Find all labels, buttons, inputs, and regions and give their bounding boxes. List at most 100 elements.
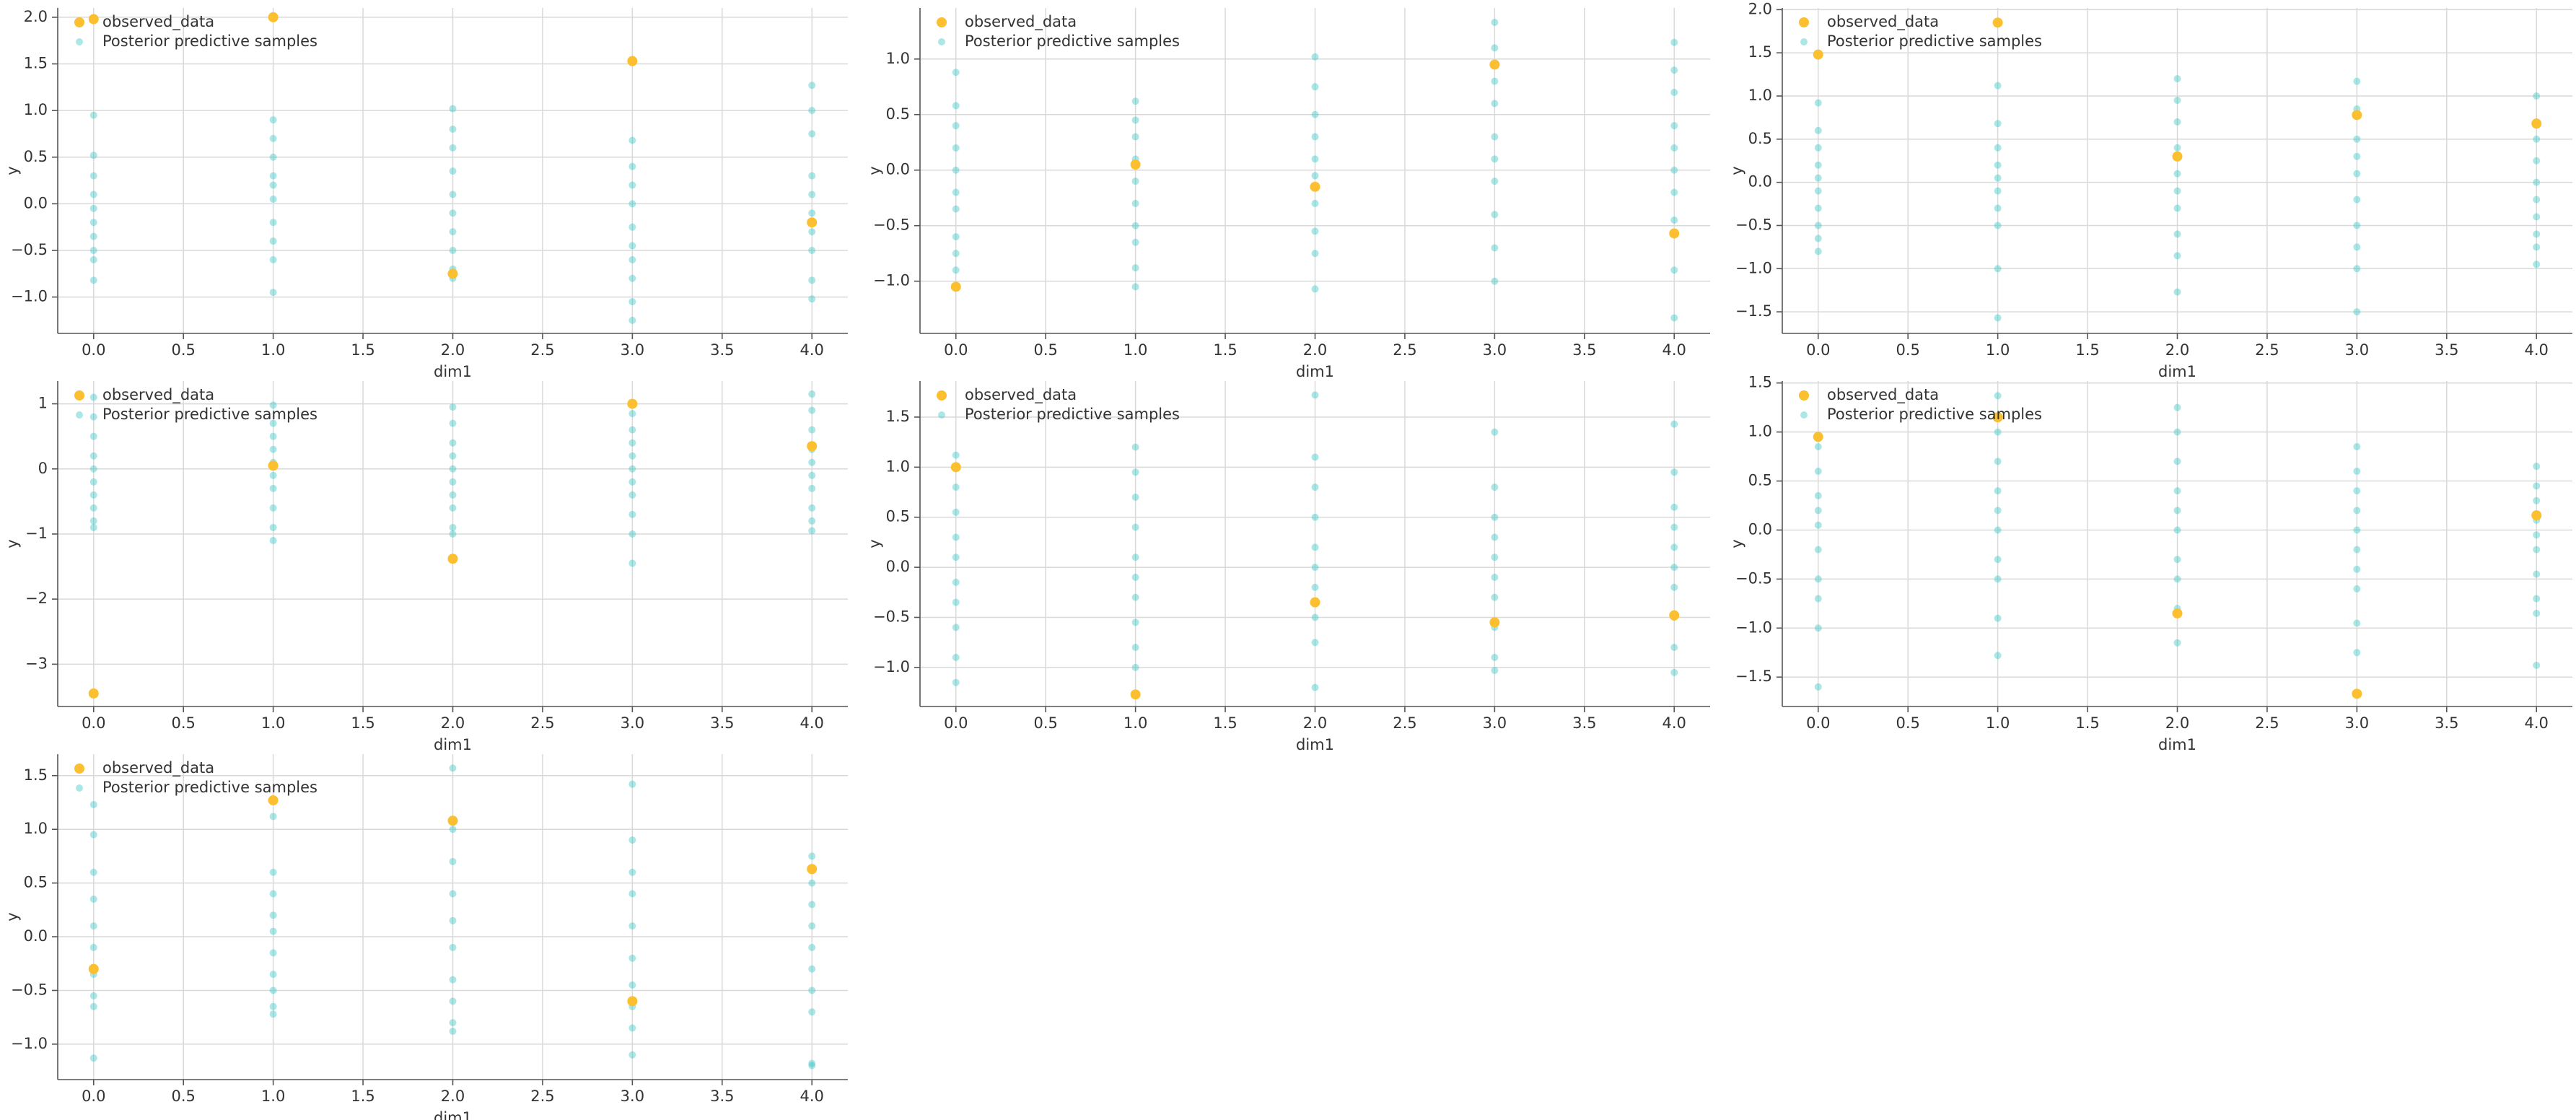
- sample-point: [1311, 564, 1319, 572]
- y-axis-label: y: [1728, 166, 1745, 175]
- sample-point: [808, 295, 816, 303]
- sample-point: [449, 491, 457, 499]
- y-tick-label: 1.5: [24, 766, 48, 784]
- sample-point: [1491, 178, 1499, 185]
- legend-label: observed_data: [965, 386, 1077, 404]
- observed-point: [1992, 17, 2003, 28]
- sample-point: [89, 1002, 97, 1010]
- legend-label: Posterior predictive samples: [102, 32, 317, 50]
- sample-point: [1491, 573, 1499, 581]
- x-tick-label: 4.0: [2525, 341, 2549, 359]
- y-tick-label: 0.0: [886, 558, 910, 575]
- sample-point: [269, 471, 277, 479]
- y-tick-label: −1.0: [873, 658, 910, 675]
- y-tick-label: 0.0: [1748, 173, 1772, 191]
- y-tick-label: −3: [25, 655, 48, 672]
- y-tick-label: −0.5: [873, 608, 910, 625]
- x-tick-label: 2.0: [441, 1088, 465, 1105]
- sample-point: [1311, 53, 1319, 61]
- x-tick-label: 3.5: [2435, 341, 2458, 359]
- x-tick-label: 3.0: [1483, 714, 1507, 732]
- sample-point: [1131, 443, 1139, 451]
- subplot: 0.0 0.5 1.0 1.5 2.0 2.5 3.0 3.5 4.0 −1.0 −0.5 0.0 0.…: [866, 381, 1710, 753]
- sample-point: [89, 452, 97, 460]
- sample-point: [1994, 82, 2002, 89]
- y-axis-label: y: [866, 166, 883, 175]
- sample-point: [1491, 100, 1499, 108]
- x-tick-label: 1.5: [2075, 341, 2099, 359]
- legend-label: observed_data: [965, 13, 1077, 31]
- x-tick-label: 3.0: [2345, 341, 2369, 359]
- sample-point: [449, 523, 457, 531]
- sample-point: [1311, 199, 1319, 207]
- y-axis-label: y: [866, 539, 883, 548]
- x-tick-label: 2.5: [1393, 714, 1416, 732]
- sample-point: [2533, 570, 2541, 578]
- legend-marker: [938, 411, 945, 419]
- sample-point: [2533, 609, 2541, 617]
- x-tick-label: 4.0: [1662, 714, 1686, 732]
- y-tick-label: −1.5: [1735, 668, 1772, 685]
- sample-point: [89, 523, 97, 531]
- observed-point: [950, 462, 961, 473]
- sample-point: [628, 162, 636, 170]
- sample-point: [2353, 196, 2361, 204]
- subplot: 0.0 0.5 1.0 1.5 2.0 2.5 3.0 3.5 4.0 −1.0 −0.5 0.0 0.…: [866, 8, 1710, 380]
- sample-point: [449, 246, 457, 254]
- x-tick-label: 1.5: [1213, 341, 1237, 359]
- sample-point: [269, 445, 277, 453]
- sample-point: [1994, 187, 2002, 195]
- sample-point: [2173, 575, 2181, 583]
- sample-point: [1670, 66, 1678, 74]
- sample-point: [808, 852, 816, 860]
- sample-point: [2353, 507, 2361, 515]
- sample-point: [2173, 507, 2181, 515]
- sample-point: [89, 152, 97, 159]
- sample-point: [628, 890, 636, 898]
- sample-point: [1814, 683, 1822, 691]
- sample-point: [269, 1002, 277, 1010]
- observed-point: [1669, 228, 1680, 239]
- x-tick-label: 0.0: [82, 1088, 105, 1105]
- sample-point: [1311, 613, 1319, 621]
- y-tick-label: −1.5: [1735, 302, 1772, 320]
- legend-marker: [938, 38, 945, 45]
- sample-point: [628, 868, 636, 876]
- x-tick-label: 4.0: [800, 341, 824, 359]
- sample-point: [628, 954, 636, 962]
- observed-point: [1130, 159, 1141, 170]
- x-tick-label: 3.0: [621, 341, 644, 359]
- y-tick-label: −2: [25, 590, 48, 607]
- sample-point: [2353, 243, 2361, 251]
- subplot: 0.0 0.5 1.0 1.5 2.0 2.5 3.0 3.5 4.0 −1.0 −0.5 0.0 0.…: [4, 754, 848, 1120]
- x-tick-label: 0.5: [172, 341, 196, 359]
- sample-point: [2353, 170, 2361, 178]
- sample-point: [449, 478, 457, 486]
- sample-point: [89, 432, 97, 440]
- sample-point: [1994, 458, 2002, 465]
- y-tick-label: −0.5: [1735, 569, 1772, 587]
- sample-point: [628, 452, 636, 460]
- sample-point: [808, 228, 816, 236]
- sample-point: [1814, 99, 1822, 107]
- sample-point: [628, 136, 636, 144]
- sample-point: [2173, 458, 2181, 465]
- legend-label: observed_data: [1827, 386, 1939, 404]
- sample-point: [1994, 652, 2002, 660]
- sample-point: [2353, 526, 2361, 534]
- sample-point: [808, 246, 816, 254]
- sample-point: [2533, 92, 2541, 100]
- sample-point: [449, 1019, 457, 1027]
- observed-point: [1489, 617, 1500, 628]
- sample-point: [628, 981, 636, 989]
- sample-point: [2533, 482, 2541, 490]
- sample-point: [628, 298, 636, 306]
- sample-point: [1994, 575, 2002, 583]
- sample-point: [808, 130, 816, 138]
- sample-point: [269, 868, 277, 876]
